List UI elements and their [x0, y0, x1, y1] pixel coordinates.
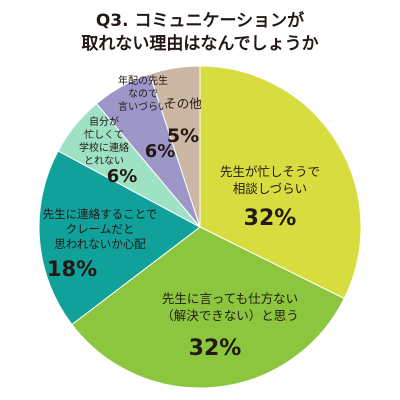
slice-label: 先生が忙しそうで: [220, 164, 320, 179]
slice-label: 相談しづらい: [233, 181, 307, 196]
slice-label: とれない: [84, 155, 124, 167]
slice-value-label: 6%: [145, 141, 176, 162]
slice-label: 思われないか心配: [54, 237, 146, 251]
slice-label: 先生に連絡することで: [43, 207, 158, 221]
slice-label: 先生に言っても仕方ない: [162, 291, 298, 306]
pie-slice: [199, 65, 362, 300]
pie-slice: [149, 65, 201, 228]
slice-label: 言いづらい: [118, 100, 168, 113]
slice-label: 年配の先生: [118, 74, 168, 87]
slice-label: 忙しくて: [84, 128, 124, 141]
slice-label: 学校に連絡: [79, 141, 129, 154]
slice-label: （解決できない）と思う: [161, 308, 299, 323]
pie-slice: [38, 150, 201, 326]
chart-title-line-1: Q3. コミュニケーションが: [96, 10, 304, 31]
pie-slices: [38, 65, 362, 389]
pie-slice: [71, 226, 345, 389]
slice-label: 自分が: [89, 115, 119, 128]
slice-value-label: 6%: [107, 166, 138, 187]
slice-value-label: 32%: [244, 206, 297, 231]
slice-label: クレームだと: [66, 222, 135, 236]
slice-label: なので: [128, 88, 158, 100]
slice-value-label: 18%: [47, 257, 97, 281]
slice-label: その他: [164, 96, 202, 111]
chart-title-line-2: 取れない理由はなんでしょうか: [81, 33, 318, 54]
slice-value-label: 5%: [167, 125, 199, 147]
slice-value-label: 32%: [189, 336, 242, 361]
